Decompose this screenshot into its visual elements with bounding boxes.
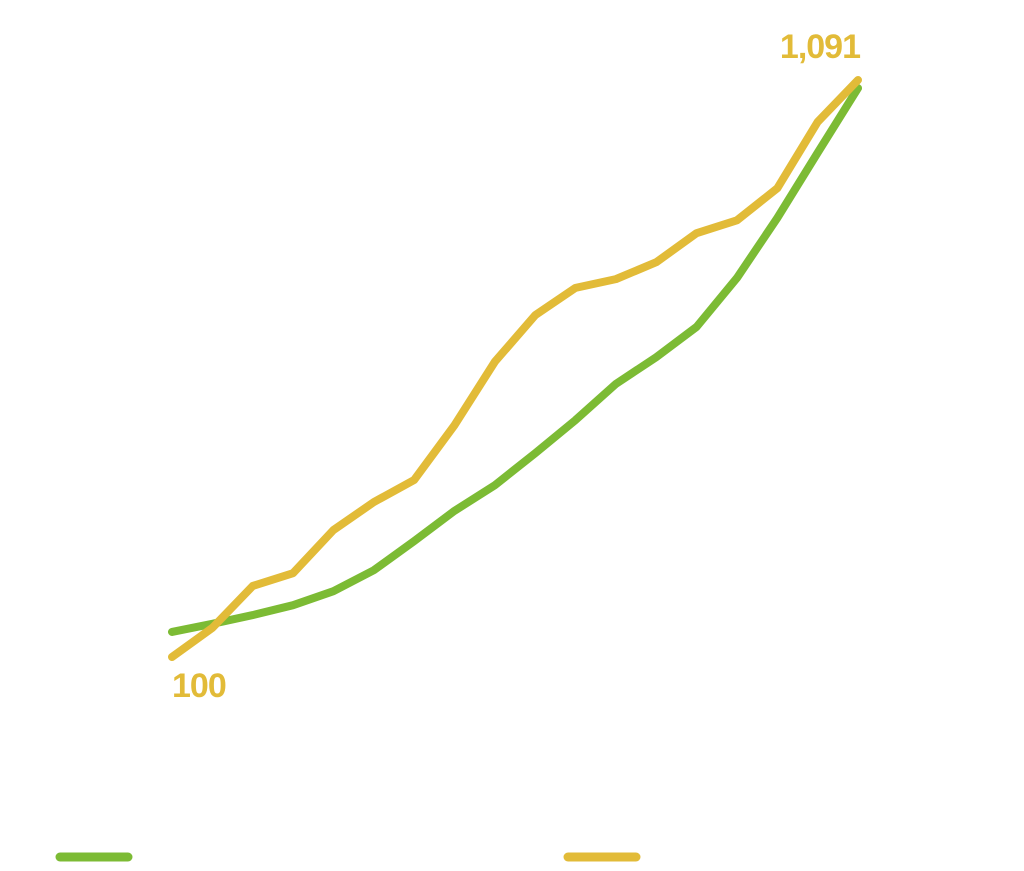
value-label: 1,091 (780, 28, 860, 66)
line (168, 84, 862, 636)
value-label: 100 (172, 667, 226, 705)
line (168, 76, 862, 661)
